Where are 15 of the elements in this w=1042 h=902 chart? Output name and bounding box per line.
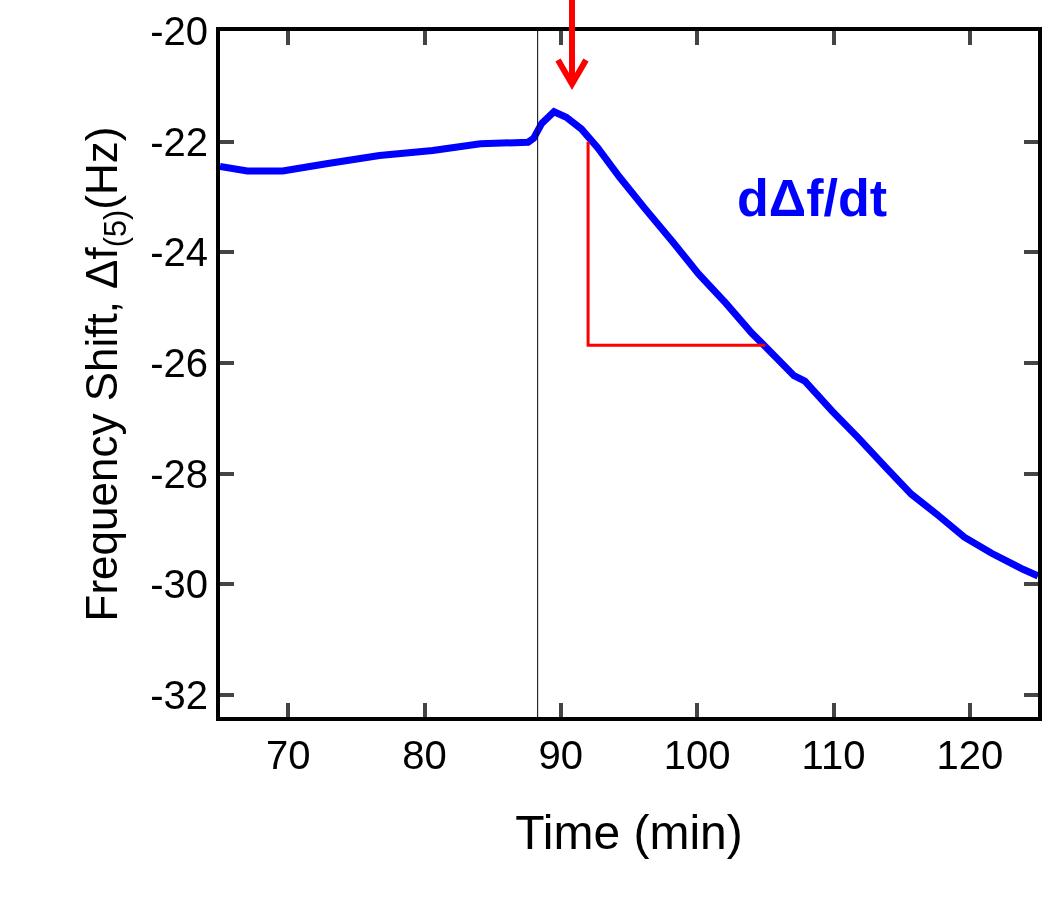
x-tick-label: 120 [936,733,1004,777]
x-tick-label: 110 [801,733,866,777]
y-tick-label: -32 [150,672,208,717]
x-axis-title: Time (min) [515,805,743,859]
y-tick-label: -20 [150,9,208,53]
y-tick-label: -26 [150,340,208,385]
y-tick-label: -22 [150,119,208,164]
x-tick-label: 70 [265,733,311,777]
y-tick-label: -28 [150,451,208,496]
x-tick-label: 100 [663,733,731,777]
x-tick-label: 80 [402,733,447,777]
annotation: dΔf/dt [737,169,887,227]
x-tick-label: 90 [538,733,584,777]
y-tick-label: -30 [150,562,208,607]
y-tick-label: -24 [150,230,208,275]
